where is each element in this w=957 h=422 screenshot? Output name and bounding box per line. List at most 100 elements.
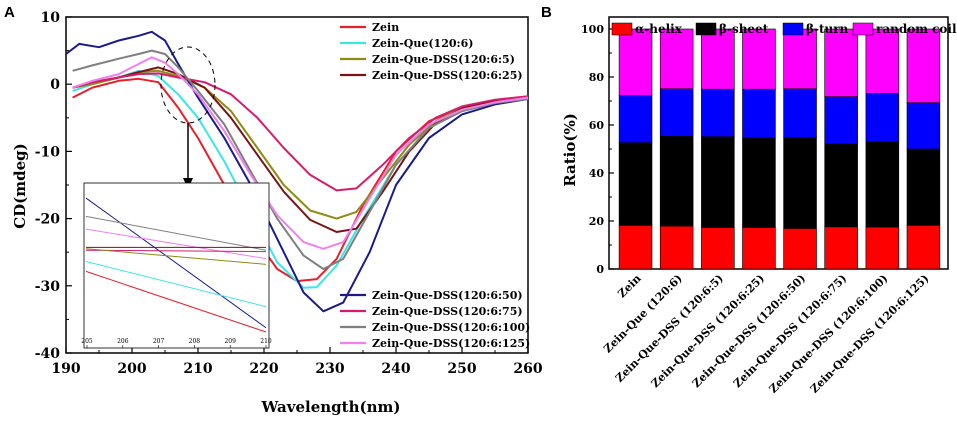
y-tick-label: -40 [35,346,61,362]
bar-segment-sheet [618,142,653,226]
y-tick-label: -30 [35,279,61,295]
ratio-y-axis-title: Ratio(%) [561,113,579,187]
bar-segment-sheet [742,137,776,228]
stacked-bars [618,28,941,270]
bar-segment-helix [618,225,653,270]
ratio-y-tick-label: 20 [589,215,605,228]
y-tick-label: -20 [35,212,61,228]
inset-frame [83,182,270,349]
x-tick-label: 190 [51,361,80,377]
inset-line [85,215,267,251]
legend-swatch-sheet [695,22,717,36]
legend-label-zein-que-dss-120-6-125: Zein-Que-DSS(120:6:125) [372,337,530,350]
bar-segment-random-coil [783,28,817,90]
legend-label-zein-que-dss-120-6-5: Zein-Que-DSS(120:6:5) [372,53,515,66]
bar-segment-helix [865,226,900,270]
legend-label-turn: β-turn [806,22,849,36]
series-line-zein [72,77,529,283]
inset-zoom-plot: 205 206 207 208 209 210 [81,182,272,349]
bar-segment-helix [701,227,735,270]
bar-segment-helix [742,227,776,270]
x-tick-label: 200 [117,361,146,377]
bar-segment-turn [618,95,653,143]
panel-a-label: A [4,4,15,21]
x-tick-label: 240 [381,361,410,377]
legend-label-helix: α-helix [635,22,683,36]
inset-tick-label: 208 [189,338,201,345]
ratio-y-tick-label: 80 [589,71,605,84]
bar-segment-sheet [659,136,694,227]
ratio-y-tick-label: 100 [581,23,604,36]
legend-label-zein-que-dss-120-6-50: Zein-Que-DSS(120:6:50) [372,289,523,302]
category-label-zein-que-120-6: Zein-Que (120:6) [601,272,685,356]
bar-segment-helix [659,225,694,270]
bar-segment-turn [783,88,817,138]
legend-label-zein: Zein [372,21,399,34]
bar-segment-random-coil [742,28,776,90]
bar-segment-random-coil [865,28,900,94]
bar-segment-helix [783,228,817,270]
x-tick-label: 220 [249,361,278,377]
ratio-legend: α-helix β-sheet β-turn random coil [611,22,957,36]
highlight-circle [160,46,216,124]
inset-tick-label: 206 [117,338,129,345]
inset-x-ticks: 205 206 207 208 209 210 [81,338,272,348]
inset-line [85,249,267,253]
bar-segment-random-coil [906,28,941,103]
ratio-y-tick-label: 60 [589,119,605,132]
category-label-zein: Zein [615,272,643,300]
inset-line [85,248,267,265]
legend-bottom: Zein-Que-DSS(120:6:50) Zein-Que-DSS(120:6… [340,289,530,350]
legend-label-zein-que-120-6: Zein-Que(120:6) [372,37,473,50]
x-tick-label: 250 [447,361,476,377]
cd-y-ticks: -40 -30 -20 -10 0 10 [35,10,72,362]
bar-segment-turn [865,93,900,142]
series-line-zein-que-dss-120-6-25 [72,66,529,233]
bar-segment-turn [701,88,735,137]
y-tick-label: -10 [35,144,61,160]
inset-tick-label: 210 [260,338,272,345]
bar-segment-turn [659,88,694,137]
bar-segment-sheet [701,136,735,228]
panel-b-label: B [541,4,552,21]
bar-segment-sheet [783,136,817,229]
legend-label-zein-que-dss-120-6-25: Zein-Que-DSS(120:6:25) [372,69,523,82]
legend-swatch-turn [782,22,804,36]
series-line-zein-que-dss-120-6-75 [72,72,529,192]
inset-tick-label: 205 [81,338,93,345]
ratio-y-ticks: 0 20 40 60 80 100 [581,23,614,276]
inset-tick-label: 209 [224,338,236,345]
legend-swatch-helix [611,22,633,36]
bar-segment-sheet [906,148,941,226]
inset-tick-label: 207 [153,338,165,345]
bar-segment-random-coil [824,28,858,97]
legend-top: Zein Zein-Que(120:6) Zein-Que-DSS(120:6:5)… [340,21,523,82]
bar-segment-sheet [865,141,900,228]
bar-segment-random-coil [659,28,694,90]
ratio-y-tick-label: 40 [589,167,605,180]
inset-line [85,197,267,329]
y-tick-label: 0 [50,77,60,93]
inset-line [85,270,267,333]
x-tick-label: 260 [513,361,542,377]
ratio-y-tick-label: 0 [596,263,604,276]
bar-segment-random-coil [618,28,653,96]
legend-label-zein-que-dss-120-6-100: Zein-Que-DSS(120:6:100) [372,321,530,334]
x-tick-label: 210 [183,361,212,377]
legend-label-zein-que-dss-120-6-75: Zein-Que-DSS(120:6:75) [372,305,523,318]
inset-line [85,228,267,260]
legend-label-random-coil: random coil [876,22,957,36]
bar-segment-sheet [824,143,858,228]
legend-swatch-random-coil [852,22,874,36]
y-tick-label: 10 [41,10,61,26]
legend-label-sheet: β-sheet [719,22,769,36]
bar-segment-turn [742,88,776,139]
bar-segment-helix [906,225,941,270]
cd-x-ticks: 190 200 210 220 230 240 250 260 [51,347,543,377]
cd-y-axis-title: CD(mdeg) [11,143,29,229]
cd-spectrum-chart: 190 200 210 220 230 240 250 260 -40 -30 -20 -10 0 10… [35,10,543,377]
bar-segment-random-coil [701,28,735,90]
